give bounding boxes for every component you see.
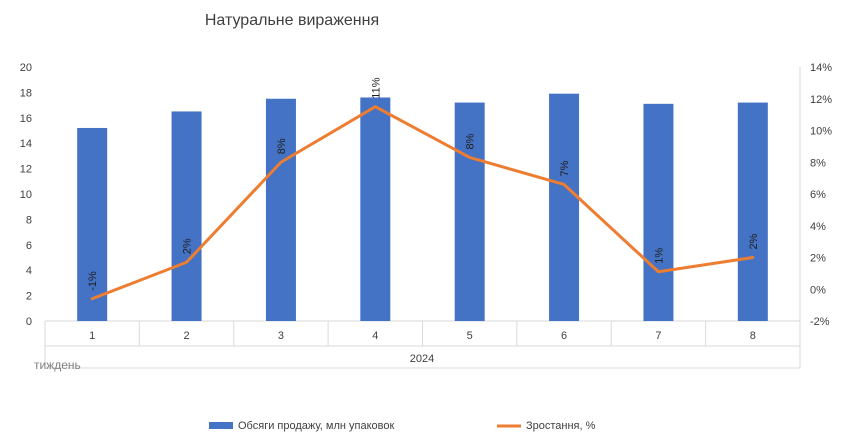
data-label: 11%: [370, 77, 382, 98]
data-label: 2%: [182, 238, 194, 254]
x-tick-label: 1: [89, 330, 95, 342]
x-tick-label: 8: [750, 330, 756, 342]
x-tick-label: 4: [372, 330, 378, 342]
x-tick-label: 6: [561, 330, 567, 342]
bar: [171, 111, 202, 321]
bar: [643, 103, 674, 321]
y-left-tick-label: 14: [20, 138, 32, 150]
x-tick-label: 7: [655, 330, 661, 342]
y-right-tick-label: 12%: [810, 94, 832, 106]
y-left-axis-ticks: 0 2 4 6 8 10 12 14 16 18 20: [20, 62, 32, 328]
line-series-path: [90, 105, 755, 301]
y-right-tick-label: -2%: [810, 316, 830, 328]
plot-frame: [44, 67, 801, 369]
y-right-tick-label: 14%: [810, 62, 832, 74]
y-left-tick-label: 0: [26, 316, 32, 328]
x-tick-label: 5: [467, 330, 473, 342]
legend-bar-label: Обсяги продажу, млн упаковок: [238, 420, 394, 432]
data-label: -1%: [87, 271, 99, 291]
corner-axis-label: тиждень: [34, 358, 81, 372]
legend-line-label: Зростання, %: [526, 420, 596, 432]
y-right-tick-label: 10%: [810, 126, 832, 138]
bar: [360, 97, 391, 321]
bar: [549, 93, 580, 321]
bar-series: [77, 93, 768, 322]
y-left-tick-label: 10: [20, 189, 32, 201]
bar: [454, 102, 485, 321]
y-left-tick-label: 18: [20, 87, 32, 99]
y-right-tick-label: 0%: [810, 284, 826, 296]
bar: [77, 127, 108, 322]
line-series: [90, 105, 755, 301]
bar: [737, 102, 768, 321]
bar: [265, 98, 296, 321]
y-left-tick-label: 2: [26, 291, 32, 303]
x-tick-label: 3: [278, 330, 284, 342]
y-right-axis-ticks: -2% 0% 2% 4% 6% 8% 10% 12% 14%: [810, 62, 832, 328]
data-label: 1%: [653, 248, 665, 264]
y-right-tick-label: 4%: [810, 221, 826, 233]
y-right-tick-label: 6%: [810, 189, 826, 201]
y-left-tick-label: 4: [26, 265, 32, 277]
data-labels: -1% 2% 8% 11% 8% 7% 1% 2%: [87, 77, 760, 291]
data-label: 7%: [559, 160, 571, 176]
x-tick-label: 2: [184, 330, 190, 342]
y-left-tick-label: 6: [26, 240, 32, 252]
y-left-tick-label: 12: [20, 164, 32, 176]
x-group-label: 2024: [410, 353, 434, 365]
y-left-tick-label: 20: [20, 62, 32, 74]
legend-bar-swatch: [209, 422, 233, 429]
y-right-tick-label: 2%: [810, 253, 826, 265]
y-right-tick-label: 8%: [810, 157, 826, 169]
x-axis-ticks: 1 2 3 4 5 6 7 8: [89, 330, 756, 342]
chart-title: Натуральне вираження: [205, 12, 379, 29]
data-label: 2%: [748, 233, 760, 249]
data-label: 8%: [276, 138, 288, 154]
data-label: 8%: [465, 133, 477, 149]
legend: Обсяги продажу, млн упаковок Зростання, …: [209, 420, 596, 432]
y-left-tick-label: 8: [26, 214, 32, 226]
y-left-tick-label: 16: [20, 113, 32, 125]
